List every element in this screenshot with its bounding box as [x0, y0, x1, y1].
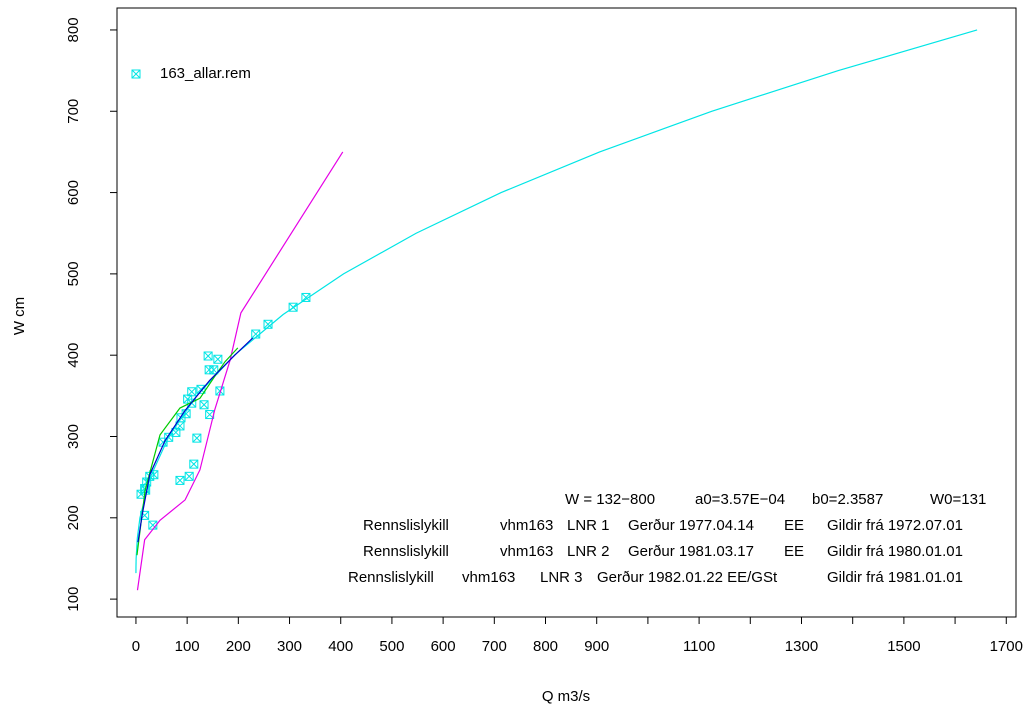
x-tick-label: 600	[431, 638, 456, 655]
x-tick-label: 1100	[683, 638, 715, 655]
plot-frame	[116, 7, 1017, 618]
annotation: Rennslislykill	[348, 569, 434, 586]
point	[131, 69, 141, 79]
annotation: W = 132−800	[565, 491, 655, 508]
y-tick-label: 500	[65, 261, 82, 286]
point	[187, 387, 197, 397]
annotation: EE	[784, 517, 804, 534]
annotation: W0=131	[930, 491, 986, 508]
x-tick-label: 800	[533, 638, 558, 655]
curve	[136, 151, 344, 591]
x-tick-label: 900	[584, 638, 609, 655]
x-tick-label: 1700	[990, 638, 1023, 655]
annotation: Gerður 1982.01.22 EE/GSt	[597, 569, 778, 586]
point	[209, 365, 219, 375]
x-tick-label: 1500	[887, 638, 920, 655]
annotation: Gerður 1977.04.14	[628, 517, 754, 534]
x-axis-label: Q m3/s	[542, 688, 590, 705]
annotation: LNR 3	[540, 569, 583, 586]
annotation: Rennslislykill	[363, 517, 449, 534]
y-tick-label: 300	[65, 424, 82, 449]
point	[199, 400, 209, 410]
x-tick-label: 300	[277, 638, 302, 655]
point	[204, 365, 214, 375]
y-tick-label: 700	[65, 99, 82, 124]
y-tick-label: 600	[65, 180, 82, 205]
point	[192, 433, 202, 443]
y-tick-label: 200	[65, 505, 82, 530]
annotation: b0=2.3587	[812, 491, 883, 508]
point	[175, 475, 185, 485]
annotation: vhm163	[500, 517, 553, 534]
annotation: EE	[784, 543, 804, 560]
annotation: Gerður 1981.03.17	[628, 543, 754, 560]
annotation: Gildir frá 1980.01.01	[827, 543, 963, 560]
point	[203, 351, 213, 361]
point	[213, 354, 223, 364]
annotation: LNR 2	[567, 543, 610, 560]
x-tick-label: 0	[132, 638, 140, 655]
y-axis-label: W cm	[11, 297, 28, 335]
y-tick-label: 100	[65, 587, 82, 612]
point	[301, 292, 311, 302]
y-tick-label: 400	[65, 343, 82, 368]
annotation: Gildir frá 1981.01.01	[827, 569, 963, 586]
annotation: vhm163	[500, 543, 553, 560]
legend-label: 163_allar.rem	[160, 65, 251, 82]
x-tick-label: 1300	[785, 638, 818, 655]
annotation: Gildir frá 1972.07.01	[827, 517, 963, 534]
annotation: a0=3.57E−04	[695, 491, 785, 508]
x-tick-label: 100	[175, 638, 200, 655]
curve	[136, 347, 239, 556]
curve	[137, 337, 254, 543]
point	[263, 319, 273, 329]
annotation: Rennslislykill	[363, 543, 449, 560]
point	[184, 471, 194, 481]
x-tick-label: 400	[328, 638, 353, 655]
x-tick-label: 500	[379, 638, 404, 655]
y-tick-label: 800	[65, 17, 82, 42]
point	[189, 459, 199, 469]
x-tick-label: 200	[226, 638, 251, 655]
annotation: LNR 1	[567, 517, 610, 534]
annotation: vhm163	[462, 569, 515, 586]
x-tick-label: 700	[482, 638, 507, 655]
